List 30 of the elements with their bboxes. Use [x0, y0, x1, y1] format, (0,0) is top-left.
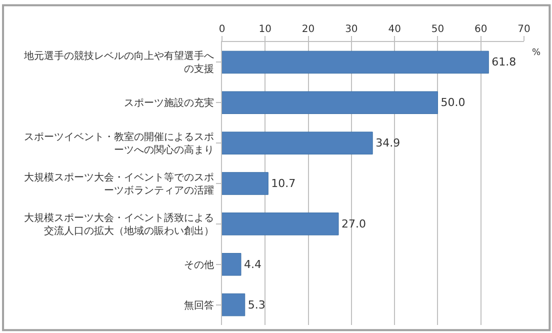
y-tick-label: 大規模スポーツ大会・イベント誘致による交流人口の拡大（地域の賑わい創出）: [24, 212, 214, 237]
data-label: 4.4: [244, 258, 262, 271]
x-tick-label: 10: [258, 24, 272, 35]
x-tick-label: 0: [218, 24, 226, 35]
x-tick-label: 60: [474, 24, 488, 35]
data-label: 27.0: [341, 217, 366, 230]
y-tick-label: スポーツ施設の充実: [124, 97, 214, 110]
y-tick-label: 大規模スポーツ大会・イベント等でのスポーツボランティアの活躍: [24, 172, 214, 196]
bar: [222, 91, 438, 114]
bar: [222, 172, 268, 195]
y-tick-label: その他: [184, 258, 214, 271]
data-label: 5.3: [248, 298, 266, 312]
data-label: 10.7: [271, 177, 296, 190]
bar: [222, 50, 489, 74]
bar: [222, 212, 339, 236]
x-tick-label: 20: [302, 24, 315, 35]
y-tick-label: 地元選手の競技レベルの向上や有望選手への支援: [23, 50, 214, 76]
x-tick-label: 40: [388, 24, 401, 35]
data-label: 34.9: [376, 136, 400, 150]
data-label: 50.0: [440, 96, 466, 110]
bar: [222, 252, 242, 276]
x-tick-label: 50: [431, 24, 444, 35]
x-tick-label: 70: [518, 24, 530, 35]
data-label: 61.8: [492, 56, 516, 69]
y-tick-label: 無回答: [184, 299, 214, 312]
bar: [222, 293, 246, 316]
x-axis-title: %: [532, 48, 541, 58]
y-tick-label: スポーツイベント・教室の開催によるスポーツへの関心の高まり: [24, 131, 214, 156]
bar: [222, 132, 373, 154]
x-tick-label: 30: [345, 24, 358, 35]
